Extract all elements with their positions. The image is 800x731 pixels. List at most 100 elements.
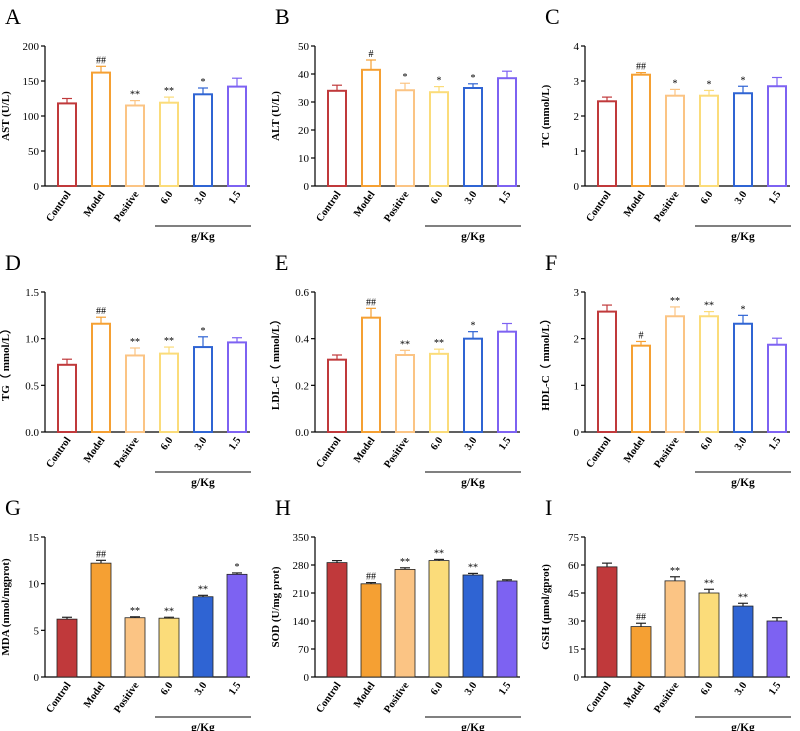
significance-mark: **	[400, 339, 410, 350]
x-tick-label: 3.0	[193, 435, 210, 452]
significance-mark: #	[639, 330, 644, 341]
y-tick-label: 0.2	[295, 380, 309, 392]
y-tick-label: 2	[574, 111, 580, 123]
bar-model	[361, 316, 381, 433]
y-tick-label: 0	[34, 672, 40, 684]
significance-mark: *	[403, 72, 408, 83]
bar-positive	[125, 354, 145, 434]
bar-1.5	[766, 620, 788, 678]
y-tick-label: 280	[293, 560, 310, 572]
y-tick-label: 50	[298, 41, 310, 53]
y-axis-label: GSH (μmol/gprot)	[540, 564, 552, 650]
bar-positive	[665, 315, 685, 433]
bar-control	[597, 100, 617, 187]
x-tick-label: Positive	[382, 189, 411, 224]
y-tick-label: 0.4	[295, 334, 309, 346]
significance-mark: **	[738, 592, 748, 603]
significance-mark: *	[201, 326, 206, 337]
x-tick-label: 6.0	[159, 189, 176, 206]
significance-mark: ##	[96, 306, 106, 317]
panel-h: H SOD (U/mg prot) 0 70 140 210 280 350 Control ##…	[270, 495, 521, 731]
y-tick-label: 4	[574, 41, 580, 53]
bar-1.5	[767, 85, 787, 187]
bar-model	[90, 562, 112, 678]
bar-positive	[665, 94, 685, 187]
bar-model	[630, 626, 652, 678]
x-tick-label: 1.5	[497, 435, 514, 452]
bar-control	[326, 562, 348, 678]
x-tick-label: Control	[44, 189, 73, 224]
significance-mark: *	[471, 321, 476, 332]
x-tick-label: Control	[314, 189, 343, 224]
bar-6.0	[158, 617, 180, 678]
panel-letter: E	[275, 250, 288, 275]
y-tick-label: 1.0	[25, 334, 39, 346]
x-tick-label: 1.5	[767, 189, 784, 206]
x-tick-label: Control	[314, 680, 343, 715]
significance-mark: **	[164, 86, 174, 97]
x-tick-label: Positive	[382, 680, 411, 715]
panel-letter: I	[545, 495, 552, 520]
x-tick-label: Positive	[652, 189, 681, 224]
y-tick-label: 5	[34, 625, 40, 637]
significance-mark: *	[437, 76, 442, 87]
x-tick-label: Positive	[652, 680, 681, 715]
y-tick-label: 200	[23, 41, 40, 53]
y-tick-label: 350	[293, 532, 310, 544]
x-tick-label: Control	[584, 680, 613, 715]
x-tick-label: Model	[82, 189, 107, 219]
x-tick-label: 6.0	[429, 435, 446, 452]
bar-6.0	[699, 94, 719, 187]
significance-mark: **	[198, 584, 208, 595]
x-tick-label: Model	[622, 189, 647, 219]
significance-mark: **	[130, 606, 140, 617]
x-tick-label: 6.0	[429, 189, 446, 206]
y-axis-label: TC (mmol/L)	[540, 84, 552, 147]
y-tick-label: 0	[574, 427, 580, 439]
dose-unit-label: g/Kg	[461, 231, 485, 243]
y-tick-label: 100	[23, 111, 40, 123]
y-tick-label: 140	[293, 616, 310, 628]
significance-mark: *	[741, 304, 746, 315]
panel-a: A AST (U/L) 0 50 100 150 200 Control ## Model ** Po…	[0, 4, 251, 243]
x-tick-label: 1.5	[767, 680, 784, 697]
bar-control	[327, 358, 347, 433]
bar-model	[631, 344, 651, 433]
x-tick-label: 3.0	[733, 189, 750, 206]
y-tick-label: 60	[568, 560, 580, 572]
significance-mark: #	[369, 49, 374, 60]
bar-control	[57, 363, 77, 433]
bar-positive	[124, 617, 146, 678]
bar-control	[597, 310, 617, 434]
bar-1.5	[497, 77, 517, 187]
significance-mark: *	[673, 78, 678, 89]
significance-mark: **	[400, 557, 410, 568]
significance-mark: **	[434, 548, 444, 559]
x-tick-label: 1.5	[497, 680, 514, 697]
y-tick-label: 50	[28, 146, 40, 158]
panel-letter: G	[5, 495, 21, 520]
y-axis-label: TG（ mmol/L）	[0, 323, 12, 401]
bar-6.0	[699, 315, 719, 433]
x-tick-label: 1.5	[227, 435, 244, 452]
y-tick-label: 0	[574, 672, 580, 684]
y-axis-label: HDL-C（ mmol/L）	[539, 313, 552, 410]
panel-b: B ALT (U/L) 0 10 20 30 40 50 Control # Model * Posit…	[270, 4, 521, 243]
y-axis-label: SOD (U/mg prot)	[270, 566, 282, 647]
x-tick-label: Positive	[652, 435, 681, 470]
x-tick-label: Model	[352, 189, 377, 219]
y-tick-label: 75	[568, 532, 580, 544]
significance-mark: ##	[96, 549, 106, 560]
bar-model	[361, 68, 381, 187]
y-tick-label: 70	[298, 644, 310, 656]
x-tick-label: Model	[82, 680, 107, 710]
bar-3.0	[733, 92, 753, 187]
y-axis-label: AST (U/L)	[0, 91, 12, 141]
panel-letter: D	[5, 250, 21, 275]
y-tick-label: 1.5	[25, 287, 39, 299]
bar-3.0	[193, 93, 213, 187]
x-tick-label: 1.5	[227, 189, 244, 206]
y-tick-label: 15	[28, 532, 40, 544]
bar-3.0	[732, 605, 754, 678]
